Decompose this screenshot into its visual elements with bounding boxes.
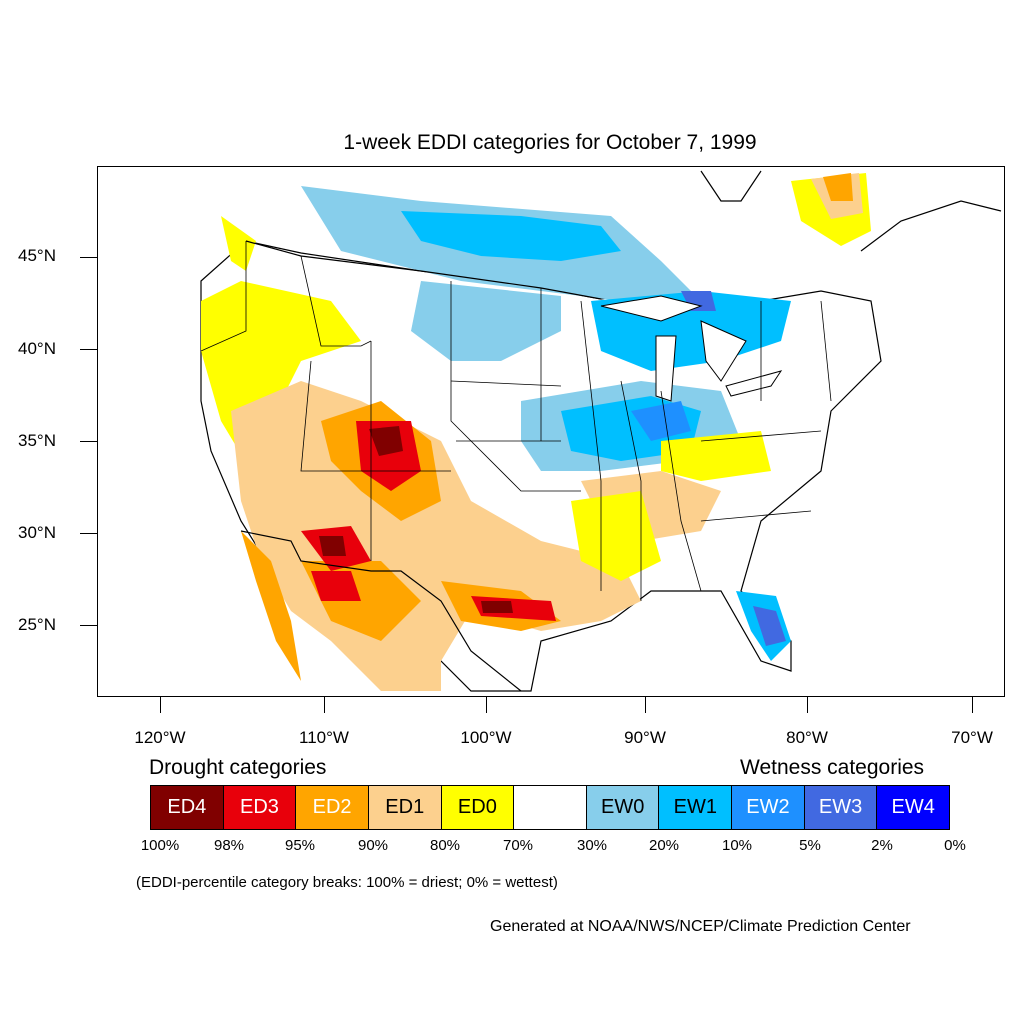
lat-label-45: 45°N bbox=[18, 246, 56, 265]
lat-tick-30 bbox=[80, 533, 97, 534]
legend-label-ew4: EW4 bbox=[891, 796, 935, 818]
pct-break-95: 95% bbox=[284, 837, 316, 854]
florida-ew3 bbox=[753, 606, 786, 646]
legend-box-ew2: EW2 bbox=[732, 786, 805, 829]
legend-box-ew0: EW0 bbox=[586, 786, 660, 829]
lon-label-100: 100°W bbox=[460, 728, 512, 747]
lake-superior bbox=[600, 295, 703, 322]
lat-label-40: 40°N bbox=[18, 339, 56, 358]
legend-box-ew4: EW4 bbox=[877, 786, 950, 829]
drought-categories-heading: Drought categories bbox=[149, 756, 327, 779]
legend-box-ed4: ED4 bbox=[151, 786, 224, 829]
lon-label-110: 110°W bbox=[299, 728, 349, 747]
colorado-ed4 bbox=[369, 426, 403, 456]
northern-plains-ew0 bbox=[411, 281, 561, 361]
legend-box-ew1: EW1 bbox=[659, 786, 733, 829]
sonora-ed3 bbox=[311, 571, 361, 601]
category-breaks-caption: (EDDI-percentile category breaks: 100% =… bbox=[136, 874, 558, 891]
lat-tick-45 bbox=[80, 257, 97, 258]
lat-label-30: 30°N bbox=[18, 523, 56, 542]
us-mexico-border bbox=[240, 530, 522, 692]
pacific-nw-ed0 bbox=[221, 216, 256, 271]
legend-label-ew0: EW0 bbox=[600, 796, 645, 818]
category-legend-bar: ED4 ED3 ED2 ED1 ED0 EW0 EW1 EW2 EW3 EW4 bbox=[150, 785, 950, 830]
canada-wet-core bbox=[401, 211, 621, 261]
hudson-bay-coast bbox=[700, 170, 762, 202]
canada-east-coast bbox=[860, 200, 1002, 252]
lon-tick-70 bbox=[972, 697, 973, 713]
great-lakes-ew2 bbox=[631, 401, 691, 441]
pct-break-98: 98% bbox=[213, 837, 245, 854]
lon-label-90: 90°W bbox=[624, 728, 666, 747]
pct-break-30: 30% bbox=[576, 837, 608, 854]
legend-box-ed1: ED1 bbox=[368, 786, 442, 829]
lon-tick-110 bbox=[324, 697, 325, 713]
wetness-categories-heading: Wetness categories bbox=[740, 756, 925, 779]
pct-break-80: 80% bbox=[429, 837, 461, 854]
eddi-map bbox=[97, 166, 1005, 697]
legend-box-ed0: ED0 bbox=[441, 786, 515, 829]
pct-break-100: 100% bbox=[140, 837, 180, 854]
lat-tick-40 bbox=[80, 349, 97, 350]
legend-label-ed4: ED4 bbox=[167, 796, 207, 818]
legend-label-ed2: ED2 bbox=[312, 796, 352, 818]
lat-tick-35 bbox=[80, 441, 97, 442]
lon-tick-120 bbox=[160, 697, 161, 713]
arizona-ed4 bbox=[319, 536, 346, 556]
four-corners-ed3 bbox=[356, 421, 421, 491]
quebec-ed2 bbox=[823, 173, 853, 201]
lon-label-70: 70°W bbox=[951, 728, 993, 747]
lon-tick-90 bbox=[645, 697, 646, 713]
pct-break-20: 20% bbox=[648, 837, 680, 854]
lon-label-80: 80°W bbox=[786, 728, 828, 747]
lon-label-120: 120°W bbox=[134, 728, 186, 747]
legend-box-ed3: ED3 bbox=[223, 786, 297, 829]
lake-michigan bbox=[655, 335, 677, 402]
legend-label-ew2: EW2 bbox=[746, 796, 790, 818]
pct-break-70: 70% bbox=[502, 837, 534, 854]
lat-label-25: 25°N bbox=[18, 615, 56, 634]
south-ed0 bbox=[571, 491, 661, 581]
lat-tick-25 bbox=[80, 625, 97, 626]
map-title: 1-week EDDI categories for October 7, 19… bbox=[343, 131, 757, 154]
lake-huron bbox=[700, 320, 747, 382]
legend-label-ed3: ED3 bbox=[240, 796, 279, 818]
us-canada-border bbox=[245, 240, 602, 300]
pct-break-2: 2% bbox=[871, 837, 893, 854]
legend-label-ew3: EW3 bbox=[818, 796, 863, 818]
lon-tick-100 bbox=[486, 697, 487, 713]
lake-erie bbox=[725, 370, 783, 397]
credit-line: Generated at NOAA/NWS/NCEP/Climate Predi… bbox=[490, 918, 911, 935]
lon-tick-80 bbox=[807, 697, 808, 713]
pct-break-10: 10% bbox=[721, 837, 753, 854]
ohio-valley-ed0 bbox=[661, 431, 771, 481]
legend-label-ed1: ED1 bbox=[385, 796, 425, 818]
lat-label-35: 35°N bbox=[18, 431, 56, 450]
legend-box-neutral bbox=[514, 786, 587, 829]
legend-label-ed0: ED0 bbox=[457, 796, 497, 818]
texas-ed4 bbox=[481, 601, 513, 613]
legend-box-ew3: EW3 bbox=[804, 786, 878, 829]
legend-box-ed2: ED2 bbox=[296, 786, 369, 829]
state-borders bbox=[200, 241, 832, 601]
legend-label-ew1: EW1 bbox=[673, 796, 717, 818]
pct-break-0: 0% bbox=[944, 837, 966, 854]
map-svg bbox=[200, 170, 1002, 692]
pct-break-90: 90% bbox=[357, 837, 389, 854]
baja-ed2 bbox=[241, 531, 301, 681]
pct-break-5: 5% bbox=[799, 837, 821, 854]
